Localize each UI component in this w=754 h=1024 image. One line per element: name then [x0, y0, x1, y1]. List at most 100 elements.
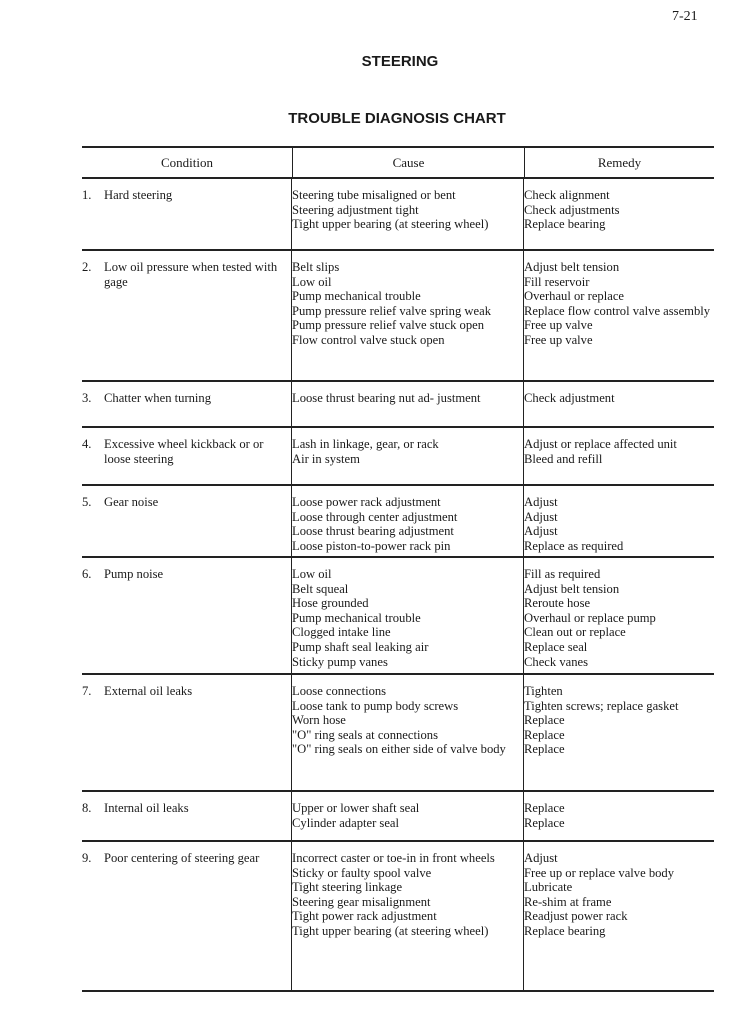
remedy-text: Replace [524, 742, 565, 757]
cause-text: Flow control valve stuck open [292, 332, 445, 347]
cause-remedy-pair: Tight upper bearing (at steering wheel) R… [292, 924, 714, 939]
condition-cell: 3. Chatter when turning [82, 382, 291, 426]
condition-text: Chatter when turning [104, 391, 212, 405]
cause-text: Belt slips [292, 260, 340, 274]
table-row: 3. Chatter when turning Loose thrust beari… [82, 382, 714, 428]
cause-text: Pump mechanical trouble [292, 289, 421, 304]
remedy-text: Adjust or replace affected unit [524, 437, 677, 451]
condition-cell: 4. Excessive wheel kickback or or loose s… [82, 428, 291, 484]
cause-text: Tight upper bearing (at steering wheel) [292, 923, 489, 938]
cause-text: Upper or lower shaft seal [292, 801, 420, 815]
cause-remedy-pair: Loose piston-to-power rack pin Replace as… [292, 539, 714, 554]
condition-number: 7. [82, 684, 92, 698]
page-number: 7-21 [672, 9, 698, 24]
cause-text: Sticky pump vanes [292, 654, 388, 669]
cause-remedy-pair: Clogged intake line Clean out or replace [292, 625, 714, 640]
cause-text: Hose grounded [292, 596, 369, 611]
remedy-text: Replace [524, 815, 565, 830]
cause-text: Steering tube misaligned or bent [292, 188, 456, 202]
condition-number: 1. [82, 188, 92, 202]
cause-remedy-pair: Steering gear misalignment Re-shim at fra… [292, 895, 714, 910]
table-row: 7. External oil leaks Loose connections Tig… [82, 675, 714, 792]
remedy-text: Lubricate [524, 880, 573, 895]
cause-remedy-pair: Air in system Bleed and refill [292, 452, 714, 467]
table-row: 5. Gear noise Loose power rack adjustment A… [82, 486, 714, 558]
cause-text: Incorrect caster or toe-in in front whee… [292, 851, 495, 865]
condition-cell: 2. Low oil pressure when tested with gage [82, 251, 291, 380]
remedy-text: Check adjustment [524, 391, 615, 405]
remedy-text: Free up valve [524, 318, 593, 333]
condition-number: 2. [82, 260, 92, 274]
remedy-text: Adjust belt tension [524, 581, 620, 596]
cause-text: Low oil [292, 274, 332, 289]
condition-cell: 9. Poor centering of steering gear [82, 842, 291, 990]
condition-cell: 5. Gear noise [82, 486, 291, 556]
cause-text: Clogged intake line [292, 625, 391, 640]
chart-title: TROUBLE DIAGNOSIS CHART [288, 110, 506, 127]
condition-number: 6. [82, 567, 92, 581]
cause-text: Loose connections [292, 684, 387, 698]
cause-text: Lash in linkage, gear, or rack [292, 437, 439, 451]
remedy-text: Re-shim at frame [524, 894, 612, 909]
condition-cell: 1. Hard steering [82, 179, 291, 249]
cause-remedy-cells: Loose thrust bearing nut ad- justment Che… [291, 382, 714, 426]
remedy-text: Bleed and refill [524, 451, 603, 466]
cause-text: Steering gear misalignment [292, 894, 431, 909]
cause-remedy-pair: Low oil Fill reservoir [292, 275, 714, 290]
remedy-text: Adjust belt tension [524, 260, 620, 274]
cause-remedy-pair: Pump mechanical trouble Overhaul or repla… [292, 289, 714, 304]
cause-remedy-pair: Hose grounded Reroute hose [292, 596, 714, 611]
cause-remedy-pair: Flow control valve stuck open Free up val… [292, 333, 714, 348]
cause-text: Sticky or faulty spool valve [292, 865, 432, 880]
cause-text: Pump mechanical trouble [292, 610, 421, 625]
cause-remedy-pair: Loose through center adjustment Adjust [292, 510, 714, 525]
condition-text: Pump noise [104, 567, 164, 581]
cause-text: Belt squeal [292, 581, 349, 596]
cause-text: Worn hose [292, 713, 346, 728]
trouble-diagnosis-table: Condition Cause Remedy 1. Hard steering St… [82, 146, 714, 992]
condition-cell: 8. Internal oil leaks [82, 792, 291, 840]
cause-remedy-pair: Tight upper bearing (at steering wheel) R… [292, 217, 714, 232]
cause-text: Loose tank to pump body screws [292, 698, 459, 713]
remedy-text: Fill as required [524, 567, 601, 581]
cause-text: Cylinder adapter seal [292, 815, 400, 830]
cause-text: Loose power rack adjustment [292, 495, 441, 509]
cause-text: Pump shaft seal leaking air [292, 639, 429, 654]
cause-remedy-cells: Steering tube misaligned or bent Check al… [291, 179, 714, 249]
condition-number: 3. [82, 391, 92, 405]
remedy-text: Tighten [524, 684, 563, 698]
condition-text: Internal oil leaks [104, 801, 189, 815]
header-condition: Condition [160, 154, 213, 170]
cause-remedy-pair: Sticky or faulty spool valve Free up or r… [292, 866, 714, 881]
remedy-text: Overhaul or replace [524, 289, 624, 304]
table-row: 2. Low oil pressure when tested with gage… [82, 251, 714, 382]
table-row: 4. Excessive wheel kickback or or loose s… [82, 428, 714, 486]
condition-text: Poor centering of steering gear [104, 851, 260, 865]
cause-text: "O" ring seals on either side of valve b… [292, 742, 506, 757]
remedy-text: Check alignment [524, 188, 610, 202]
table-body: 1. Hard steering Steering tube misaligned … [82, 179, 714, 992]
cause-remedy-pair: Loose tank to pump body screws Tighten sc… [292, 699, 714, 714]
cause-remedy-cells: Belt slips Adjust belt tension Low oil Fill… [291, 251, 714, 380]
cause-text: Tight steering linkage [292, 880, 403, 895]
condition-text: External oil leaks [104, 684, 193, 698]
table-row: 6. Pump noise Low oil Fill as required Belt … [82, 558, 714, 675]
table-row: 8. Internal oil leaks Upper or lower shaft… [82, 792, 714, 842]
condition-cell: 7. External oil leaks [82, 675, 291, 790]
remedy-text: Replace seal [524, 639, 588, 654]
cause-text: Loose piston-to-power rack pin [292, 538, 451, 553]
cause-remedy-pair: Belt slips Adjust belt tension [292, 260, 714, 275]
table-row: 9. Poor centering of steering gear Incorre… [82, 842, 714, 992]
cause-remedy-pair: Incorrect caster or toe-in in front whee… [292, 851, 714, 866]
remedy-text: Adjust [524, 495, 558, 509]
header-cause: Cause [292, 148, 524, 177]
cause-remedy-pair: Tight power rack adjustment Readjust powe… [292, 909, 714, 924]
condition-text: Excessive wheel kickback or or loose ste… [104, 437, 264, 466]
cause-remedy-pair: Worn hose Replace [292, 713, 714, 728]
cause-remedy-pair: Pump shaft seal leaking air Replace seal [292, 640, 714, 655]
cause-remedy-pair: Pump pressure relief valve spring weak Re… [292, 304, 714, 319]
cause-remedy-pair: Pump pressure relief valve stuck open Fre… [292, 318, 714, 333]
cause-text: Tight upper bearing (at steering wheel) [292, 217, 489, 232]
remedy-text: Replace as required [524, 538, 624, 553]
remedy-text: Check vanes [524, 654, 588, 669]
